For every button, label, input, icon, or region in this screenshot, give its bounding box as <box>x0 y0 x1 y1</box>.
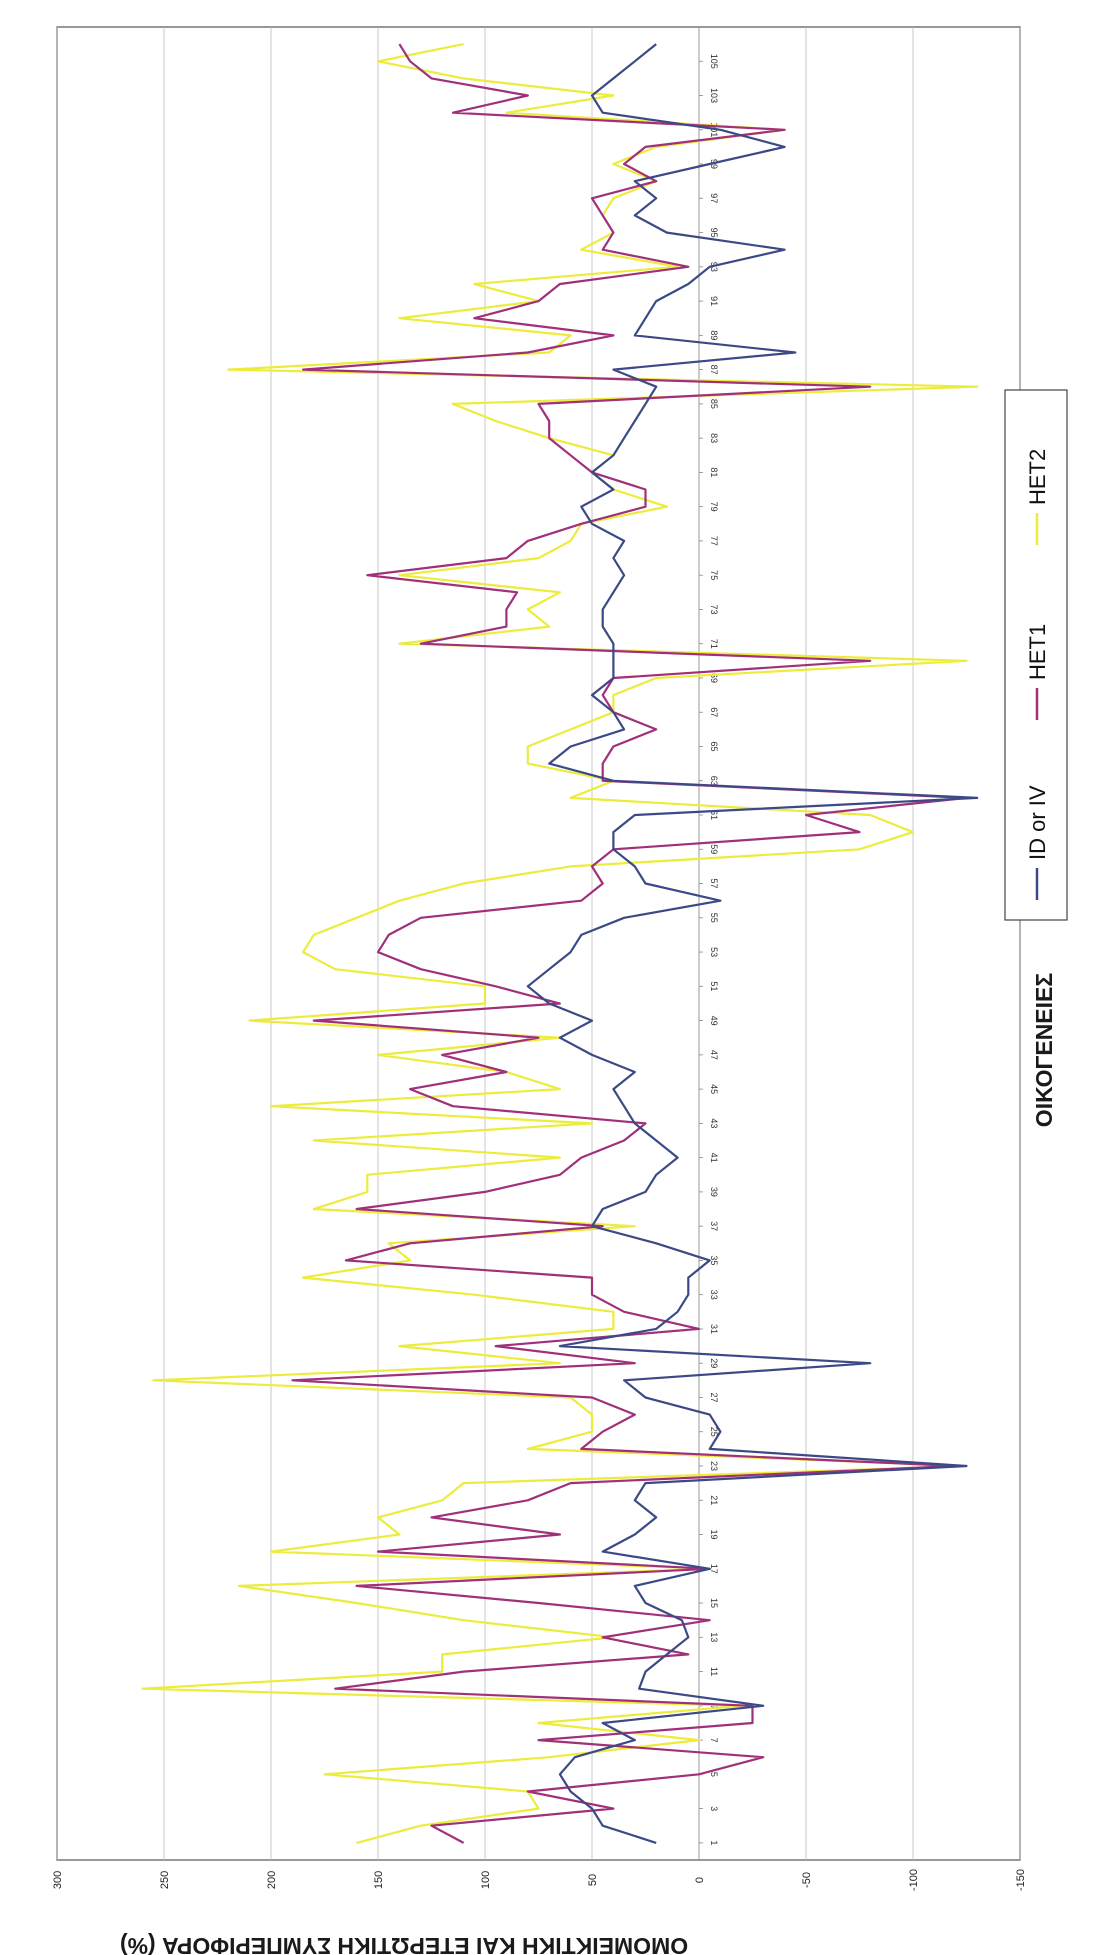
family-tick-label: 61 <box>709 810 719 820</box>
family-tick-label: 15 <box>709 1598 719 1608</box>
value-tick-label: -50 <box>801 1872 813 1888</box>
family-tick-label: 35 <box>709 1255 719 1265</box>
family-tick-label: 71 <box>709 639 719 649</box>
gridlines <box>56 27 1021 1860</box>
family-tick-label: 83 <box>709 433 719 443</box>
family-tick-label: 97 <box>709 193 719 203</box>
family-tick-label: 53 <box>709 947 719 957</box>
family-tick-label: 17 <box>709 1564 719 1574</box>
value-tick-label: 250 <box>159 1871 171 1889</box>
family-tick-label: 19 <box>709 1530 719 1540</box>
family-tick-label: 51 <box>709 981 719 991</box>
value-tick-labels: 300 250 200 150 100 50 0 -50 -100 -150 <box>52 1869 1027 1891</box>
family-tick-label: 7 <box>709 1738 719 1743</box>
value-tick-label: 150 <box>373 1871 385 1889</box>
value-tick-label: -100 <box>908 1869 920 1891</box>
family-tick-label: 73 <box>709 604 719 614</box>
y-axis-title: ΟΜΟΜΕΙΚΤΙΚΗ ΚΑΙ ΕΤΕΡΩΤΙΚΗ ΣΥΜΠΕΡΙΦΟΡΑ (%… <box>120 1933 688 1955</box>
family-tick-label: 59 <box>709 844 719 854</box>
family-tick-label: 87 <box>709 365 719 375</box>
family-tick-label: 79 <box>709 502 719 512</box>
family-tick-label: 1 <box>709 1840 719 1845</box>
family-tick-label: 75 <box>709 570 719 580</box>
legend-box <box>1004 389 1068 921</box>
series-lines <box>141 43 979 1844</box>
x-axis-title: ΟΙΚΟΓΕΝΕΙΕΣ <box>1031 973 1057 1128</box>
value-tick-label: 50 <box>587 1874 599 1886</box>
family-tick-label: 69 <box>709 673 719 683</box>
family-tick-label: 31 <box>709 1324 719 1334</box>
family-tick-label: 11 <box>709 1667 719 1676</box>
family-tick-label: 43 <box>709 1118 719 1128</box>
family-tick-label: 89 <box>709 330 719 340</box>
family-tick-label: 45 <box>709 1084 719 1094</box>
value-tick-label: 200 <box>266 1871 278 1889</box>
family-tick-label: 49 <box>709 1016 719 1026</box>
family-tick-label: 13 <box>709 1632 719 1642</box>
value-tick-label: 300 <box>52 1871 64 1889</box>
family-tick-label: 27 <box>709 1392 719 1402</box>
family-tick-label: 95 <box>709 228 719 238</box>
legend-label: HET1 <box>1025 624 1050 680</box>
family-tick-label: 47 <box>709 1050 719 1060</box>
series-line-het2 <box>141 43 979 1844</box>
series-line-het1 <box>291 43 968 1844</box>
family-tick-label: 23 <box>709 1461 719 1471</box>
series-line-id-or-iv <box>526 43 979 1844</box>
family-tick-label: 29 <box>709 1358 719 1368</box>
family-tick-label: 3 <box>709 1806 719 1811</box>
family-tick-label: 91 <box>709 296 719 306</box>
family-tick-label: 33 <box>709 1290 719 1300</box>
family-tick-label: 77 <box>709 536 719 546</box>
family-tick-label: 5 <box>709 1772 719 1777</box>
family-tick-label: 55 <box>709 913 719 923</box>
family-tick-label: 41 <box>709 1153 719 1163</box>
family-tick-label: 81 <box>709 467 719 477</box>
family-tick-label: 63 <box>709 776 719 786</box>
family-tick-label: 67 <box>709 707 719 717</box>
legend: ID or IV HET1 HET2 <box>1025 449 1050 900</box>
value-tick-label: 100 <box>480 1871 492 1889</box>
family-tick-label: 39 <box>709 1187 719 1197</box>
legend-label: HET2 <box>1025 449 1050 505</box>
family-tick-label: 37 <box>709 1221 719 1231</box>
family-tick-label: 85 <box>709 399 719 409</box>
value-tick-label: 0 <box>694 1877 706 1883</box>
family-tick-label: 21 <box>709 1495 719 1505</box>
family-tick-label: 103 <box>709 88 719 103</box>
value-tick-label: -150 <box>1015 1869 1027 1891</box>
family-tick-label: 65 <box>709 741 719 751</box>
family-tick-label: 25 <box>709 1427 719 1437</box>
family-tick-label: 57 <box>709 879 719 889</box>
legend-label: ID or IV <box>1025 785 1050 860</box>
family-tick-label: 105 <box>709 54 719 69</box>
